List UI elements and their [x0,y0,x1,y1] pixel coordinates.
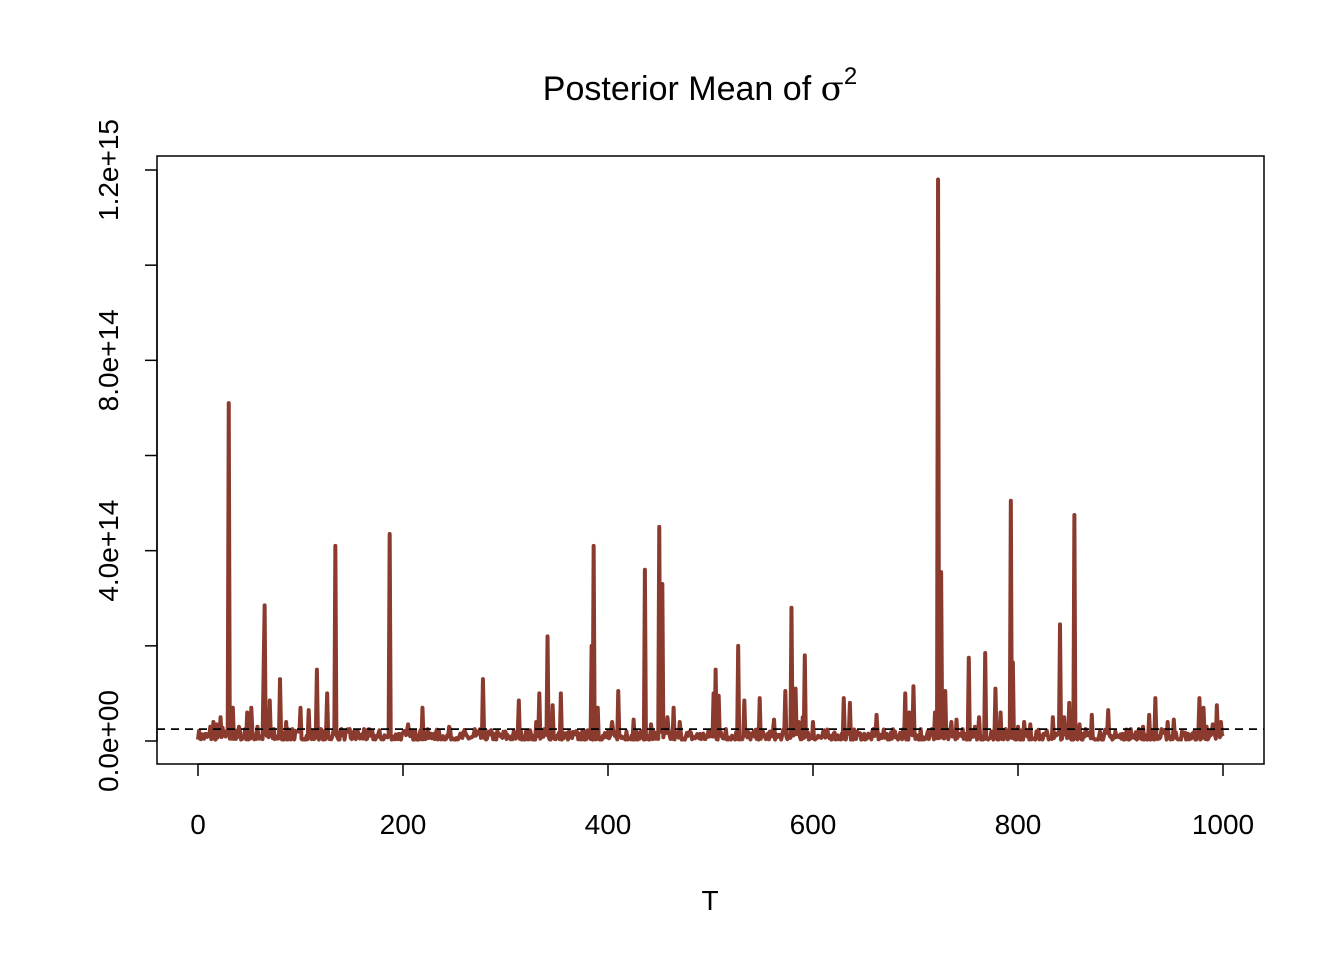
x-tick-label: 600 [790,809,837,840]
x-tick-label: 200 [380,809,427,840]
y-tick-label: 1.2e+15 [93,119,124,221]
x-tick-label: 1000 [1192,809,1254,840]
x-tick-label: 800 [995,809,1042,840]
chart-title: Posterior Mean of σ2 [543,63,857,109]
x-axis-label: T [701,885,718,916]
y-tick-label: 8.0e+14 [93,309,124,411]
y-axis: 0.0e+00 4.0e+14 8.0e+14 1.2e+15 [93,119,158,792]
series-line [196,177,1225,742]
series-layer [196,177,1225,742]
x-tick-label: 400 [585,809,632,840]
x-axis: 0 200 400 600 800 1000 [190,763,1254,840]
y-tick-label: 0.0e+00 [93,690,124,792]
y-tick-label: 4.0e+14 [93,500,124,602]
x-tick-label: 0 [190,809,206,840]
plot-frame [156,155,1265,765]
